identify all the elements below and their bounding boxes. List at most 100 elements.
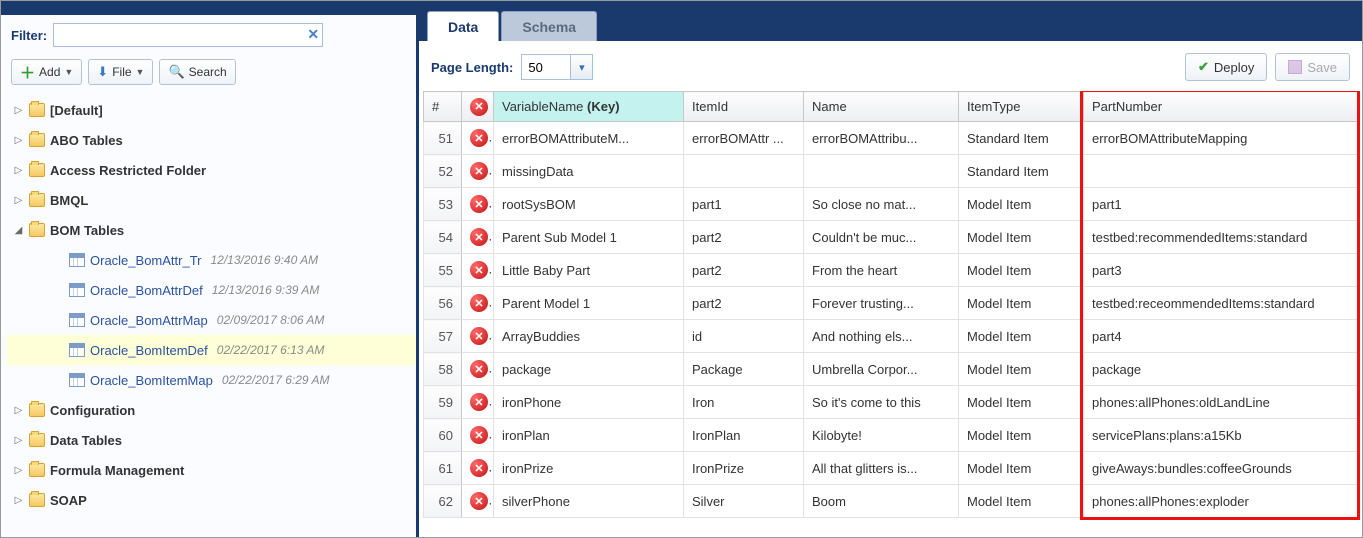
cell-itemtype[interactable]: Standard Item — [959, 122, 1084, 155]
cell-itemid[interactable]: id — [684, 320, 804, 353]
table-node[interactable]: ▷Oracle_BomItemMap02/22/2017 6:29 AM — [7, 365, 416, 395]
cell-itemid[interactable]: part1 — [684, 188, 804, 221]
tab-data[interactable]: Data — [427, 11, 499, 41]
cell-partnumber[interactable]: part3 — [1084, 254, 1358, 287]
cell-partnumber[interactable]: servicePlans:plans:a15Kb — [1084, 419, 1358, 452]
cell-itemtype[interactable]: Model Item — [959, 188, 1084, 221]
table-row[interactable]: 51✕errorBOMAttributeM...errorBOMAttr ...… — [424, 122, 1358, 155]
cell-itemid[interactable]: Silver — [684, 485, 804, 518]
table-node[interactable]: ▷Oracle_BomItemDef02/22/2017 6:13 AM — [7, 335, 416, 365]
cell-variablename[interactable]: ironPrize — [494, 452, 684, 485]
folder-node[interactable]: ▷[Default] — [7, 95, 416, 125]
cell-itemid[interactable]: IronPrize — [684, 452, 804, 485]
delete-row-icon[interactable]: ✕ — [470, 228, 488, 246]
delete-row-icon[interactable]: ✕ — [470, 426, 488, 444]
cell-itemid[interactable]: Package — [684, 353, 804, 386]
col-itemtype[interactable]: ItemType — [959, 92, 1084, 122]
col-name[interactable]: Name — [804, 92, 959, 122]
tab-schema[interactable]: Schema — [501, 11, 597, 41]
cell-variablename[interactable]: package — [494, 353, 684, 386]
clear-filter-icon[interactable]: ✕ — [307, 26, 319, 43]
cell-itemtype[interactable]: Model Item — [959, 419, 1084, 452]
cell-name[interactable]: errorBOMAttribu... — [804, 122, 959, 155]
expand-icon[interactable]: ▷ — [13, 165, 24, 176]
cell-itemid[interactable]: part2 — [684, 287, 804, 320]
cell-name[interactable]: Kilobyte! — [804, 419, 959, 452]
cell-itemtype[interactable]: Model Item — [959, 320, 1084, 353]
file-button[interactable]: ⬇ File ▼ — [88, 59, 153, 85]
col-rownum[interactable]: # — [424, 92, 462, 122]
cell-variablename[interactable]: ArrayBuddies — [494, 320, 684, 353]
deploy-button[interactable]: ✔ Deploy — [1185, 53, 1267, 81]
cell-partnumber[interactable]: testbed:receommendedItems:standard — [1084, 287, 1358, 320]
cell-variablename[interactable]: errorBOMAttributeM... — [494, 122, 684, 155]
cell-itemtype[interactable]: Model Item — [959, 353, 1084, 386]
expand-icon[interactable]: ▷ — [13, 495, 24, 506]
cell-itemtype[interactable]: Model Item — [959, 254, 1084, 287]
cell-partnumber[interactable]: errorBOMAttributeMapping — [1084, 122, 1358, 155]
cell-itemtype[interactable]: Model Item — [959, 221, 1084, 254]
cell-name[interactable]: And nothing els... — [804, 320, 959, 353]
delete-row-icon[interactable]: ✕ — [470, 360, 488, 378]
delete-row-icon[interactable]: ✕ — [470, 195, 488, 213]
cell-name[interactable]: So close no mat... — [804, 188, 959, 221]
table-node[interactable]: ▷Oracle_BomAttrMap02/09/2017 8:06 AM — [7, 305, 416, 335]
save-button[interactable]: Save — [1275, 53, 1350, 81]
cell-variablename[interactable]: missingData — [494, 155, 684, 188]
cell-variablename[interactable]: Parent Sub Model 1 — [494, 221, 684, 254]
page-length-input[interactable] — [521, 54, 571, 80]
folder-node[interactable]: ▷SOAP — [7, 485, 416, 515]
cell-variablename[interactable]: Little Baby Part — [494, 254, 684, 287]
table-row[interactable]: 58✕packagePackageUmbrella Corpor...Model… — [424, 353, 1358, 386]
cell-variablename[interactable]: silverPhone — [494, 485, 684, 518]
cell-itemid[interactable]: part2 — [684, 254, 804, 287]
table-row[interactable]: 57✕ArrayBuddiesidAnd nothing els...Model… — [424, 320, 1358, 353]
cell-itemtype[interactable]: Model Item — [959, 452, 1084, 485]
folder-node[interactable]: ◢BOM Tables — [7, 215, 416, 245]
expand-icon[interactable]: ▷ — [13, 105, 24, 116]
delete-all-icon[interactable]: ✕ — [470, 98, 488, 116]
table-row[interactable]: 60✕ironPlanIronPlanKilobyte!Model Itemse… — [424, 419, 1358, 452]
cell-variablename[interactable]: ironPhone — [494, 386, 684, 419]
cell-partnumber[interactable]: phones:allPhones:exploder — [1084, 485, 1358, 518]
cell-itemid[interactable]: Iron — [684, 386, 804, 419]
cell-partnumber[interactable]: testbed:recommendedItems:standard — [1084, 221, 1358, 254]
cell-itemid[interactable] — [684, 155, 804, 188]
table-row[interactable]: 53✕rootSysBOMpart1So close no mat...Mode… — [424, 188, 1358, 221]
cell-name[interactable]: Couldn't be muc... — [804, 221, 959, 254]
col-variablename[interactable]: VariableName (Key) — [494, 92, 684, 122]
col-itemid[interactable]: ItemId — [684, 92, 804, 122]
col-delete[interactable]: ✕ — [462, 92, 494, 122]
cell-name[interactable]: Umbrella Corpor... — [804, 353, 959, 386]
delete-row-icon[interactable]: ✕ — [470, 393, 488, 411]
table-row[interactable]: 59✕ironPhoneIronSo it's come to thisMode… — [424, 386, 1358, 419]
cell-variablename[interactable]: Parent Model 1 — [494, 287, 684, 320]
cell-partnumber[interactable]: package — [1084, 353, 1358, 386]
add-button[interactable]: ＋ Add ▼ — [11, 59, 82, 85]
table-row[interactable]: 54✕Parent Sub Model 1part2Couldn't be mu… — [424, 221, 1358, 254]
cell-variablename[interactable]: ironPlan — [494, 419, 684, 452]
delete-row-icon[interactable]: ✕ — [470, 129, 488, 147]
cell-name[interactable]: So it's come to this — [804, 386, 959, 419]
cell-name[interactable] — [804, 155, 959, 188]
table-row[interactable]: 56✕Parent Model 1part2Forever trusting..… — [424, 287, 1358, 320]
expand-icon[interactable]: ▷ — [13, 465, 24, 476]
table-row[interactable]: 52✕missingDataStandard Item — [424, 155, 1358, 188]
folder-node[interactable]: ▷Formula Management — [7, 455, 416, 485]
cell-name[interactable]: Boom — [804, 485, 959, 518]
expand-icon[interactable]: ▷ — [13, 405, 24, 416]
page-length-dropdown[interactable]: ▾ — [571, 54, 593, 80]
table-row[interactable]: 61✕ironPrizeIronPrizeAll that glitters i… — [424, 452, 1358, 485]
expand-icon[interactable]: ▷ — [13, 195, 24, 206]
table-row[interactable]: 62✕silverPhoneSilverBoomModel Itemphones… — [424, 485, 1358, 518]
folder-node[interactable]: ▷ABO Tables — [7, 125, 416, 155]
search-button[interactable]: 🔍 Search — [159, 59, 235, 85]
folder-node[interactable]: ▷Configuration — [7, 395, 416, 425]
cell-name[interactable]: From the heart — [804, 254, 959, 287]
cell-itemid[interactable]: IronPlan — [684, 419, 804, 452]
folder-node[interactable]: ▷BMQL — [7, 185, 416, 215]
folder-node[interactable]: ▷Access Restricted Folder — [7, 155, 416, 185]
expand-icon[interactable]: ▷ — [13, 435, 24, 446]
cell-partnumber[interactable]: part1 — [1084, 188, 1358, 221]
expand-icon[interactable]: ▷ — [13, 135, 24, 146]
